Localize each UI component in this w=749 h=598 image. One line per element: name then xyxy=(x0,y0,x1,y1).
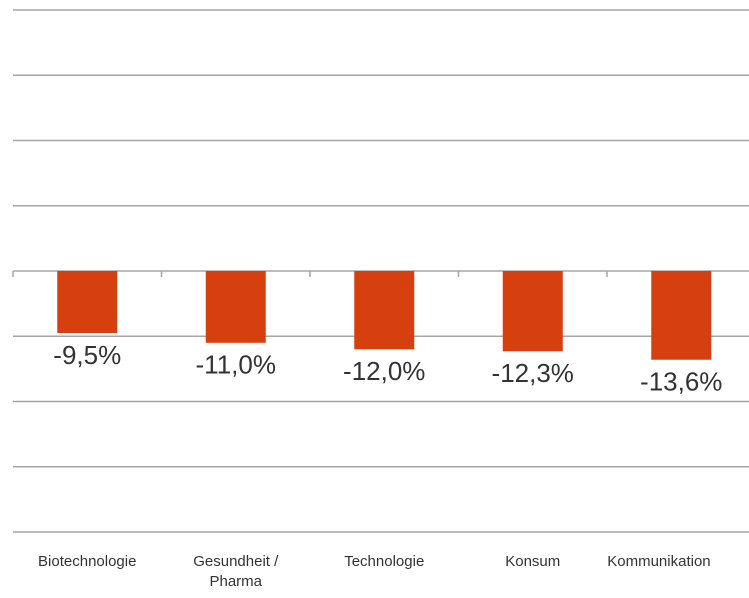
bar xyxy=(354,271,415,350)
data-label: -11,0% xyxy=(196,350,276,380)
bar xyxy=(57,271,118,333)
bar xyxy=(651,271,712,360)
x-tick-label: Technologie xyxy=(344,553,425,570)
data-label: -9,5% xyxy=(53,340,121,370)
bar xyxy=(205,271,266,343)
x-tick-label: Kommunikation xyxy=(607,553,711,570)
x-tick-label: Biotechnologie xyxy=(38,553,137,570)
data-label: -13,6% xyxy=(640,367,722,397)
data-label: -12,3% xyxy=(492,358,574,388)
bar xyxy=(502,271,563,352)
data-label: -12,0% xyxy=(343,356,425,386)
x-tick-label: Konsum xyxy=(505,553,561,570)
x-tick-label: Gesundheit / Pharma xyxy=(193,553,279,590)
